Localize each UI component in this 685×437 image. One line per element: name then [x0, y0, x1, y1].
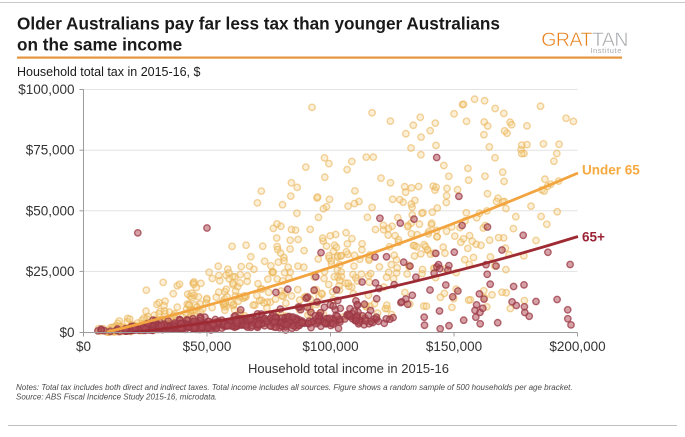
- svg-text:on the same income: on the same income: [17, 34, 182, 54]
- svg-text:Notes: Total tax includes both: Notes: Total tax includes both direct an…: [16, 383, 573, 392]
- svg-text:Older Australians pay far less: Older Australians pay far less tax than …: [17, 14, 500, 34]
- svg-text:Under 65: Under 65: [582, 163, 640, 178]
- svg-text:Household total income in 2015: Household total income in 2015-16: [248, 361, 449, 376]
- svg-text:$150,000: $150,000: [426, 339, 482, 354]
- svg-text:$200,000: $200,000: [549, 339, 605, 354]
- svg-text:$50,000: $50,000: [183, 339, 232, 354]
- svg-text:Institute: Institute: [590, 46, 622, 55]
- svg-text:GRATTAN: GRATTAN: [541, 29, 628, 51]
- svg-text:$25,000: $25,000: [26, 264, 75, 279]
- svg-text:$0: $0: [59, 325, 74, 340]
- svg-text:$0: $0: [76, 339, 91, 354]
- svg-text:$100,000: $100,000: [18, 82, 74, 97]
- svg-text:Household total tax in 2015-16: Household total tax in 2015-16, $: [17, 65, 201, 79]
- svg-text:$50,000: $50,000: [26, 203, 75, 218]
- svg-text:$100,000: $100,000: [302, 339, 358, 354]
- svg-text:Source: ABS Fiscal Incidence S: Source: ABS Fiscal Incidence Study 2015-…: [16, 393, 217, 402]
- svg-text:65+: 65+: [582, 230, 605, 245]
- svg-text:$75,000: $75,000: [26, 143, 75, 158]
